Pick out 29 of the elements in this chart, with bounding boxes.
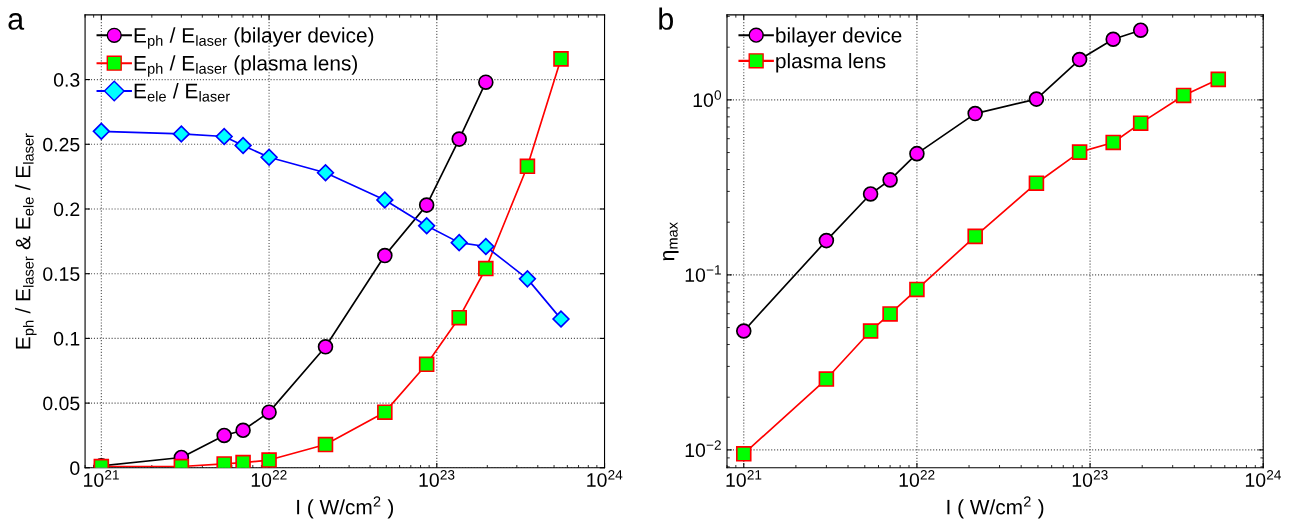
x-tick-label: 10$^{22}$ — [899, 470, 935, 487]
y-tick-label: 0.15 — [43, 267, 80, 281]
x-tick-label: 10$^{24}$ — [1245, 470, 1282, 487]
y-axis-title: η$_{max}$ — [663, 222, 679, 261]
x-tick-label: 10$^{21}$ — [84, 470, 119, 487]
y-tick-label: 0.1 — [53, 331, 80, 346]
chart-title: b — [659, 7, 673, 30]
y-tick-label: 0.2 — [53, 202, 80, 217]
legend-label: bilayer device — [776, 27, 902, 47]
x-tick-label: 10$^{23}$ — [1072, 470, 1108, 487]
chart-title: a — [8, 13, 25, 30]
y-tick-label: 0 — [70, 461, 80, 476]
y-tick-label: 10$^{0}$ — [693, 90, 722, 108]
legend-label: E$_{ph}$ / E$_{laser}$ (plasma lens) — [134, 55, 357, 77]
y-tick-label: 10$^{−1}$ — [685, 265, 721, 282]
x-tick-label: 10$^{23}$ — [419, 470, 455, 487]
y-tick-label: 0.05 — [43, 396, 80, 411]
x-tick-label: 10$^{22}$ — [251, 470, 287, 487]
x-tick-label: 10$^{24}$ — [587, 470, 623, 487]
x-tick-label: 10$^{21}$ — [726, 470, 762, 487]
legend-label: E$_{ph}$ / E$_{laser}$ (bilayer device) — [134, 27, 374, 49]
x-axis-title: I ( W/cm$^{2}$ ) — [297, 496, 394, 519]
y-axis-title: E$_{ph}$ / E$_{laser}$ & E$_{ele}$ / E$_{laser}$ — [15, 133, 37, 349]
y-tick-label: 0.3 — [53, 73, 80, 87]
legend-label: plasma lens — [776, 53, 886, 73]
x-axis-title: I ( W/cm$^{2}$ ) — [947, 496, 1044, 519]
y-tick-label: 0.25 — [43, 137, 80, 152]
legend-label: E$_{ele}$ / E$_{laser}$ — [134, 83, 230, 102]
y-tick-label: 10$^{−2}$ — [685, 440, 721, 458]
